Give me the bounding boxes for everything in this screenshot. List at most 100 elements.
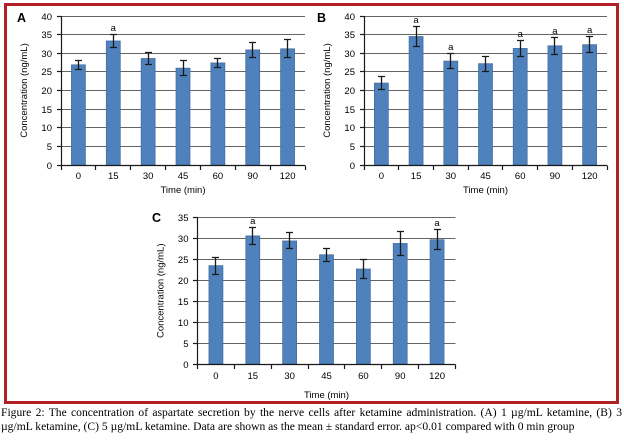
y-axis-title: Concentration (ng/mL) xyxy=(156,243,167,338)
error-bar xyxy=(110,33,117,49)
error-bar xyxy=(180,59,187,77)
y-tick-label: 5 xyxy=(47,142,52,153)
error-bar xyxy=(75,59,82,71)
y-tick-label: 20 xyxy=(41,86,52,97)
error-bar xyxy=(378,75,385,91)
bar-a-90 xyxy=(245,49,261,166)
x-tick-label: 60 xyxy=(213,171,224,182)
y-tick-label: 25 xyxy=(41,67,52,78)
panel-letter-c: C xyxy=(152,211,161,225)
chart-svg-b: 0 5 10 15 20 25 30 35 40 0 a 15 a 30 45 a 60 a 90 a 120 Conce… xyxy=(317,11,609,196)
x-tick-label: 45 xyxy=(178,171,189,182)
bar-a-45 xyxy=(175,67,191,166)
y-tick-label: 30 xyxy=(178,234,189,245)
x-tick-label: 15 xyxy=(247,371,258,382)
bar-a-60 xyxy=(210,62,226,166)
bar-c-30 xyxy=(282,240,297,365)
y-tick-label: 35 xyxy=(178,213,189,224)
error-bar xyxy=(517,39,524,58)
x-tick-label: 0 xyxy=(213,371,218,382)
error-bar xyxy=(413,25,420,48)
error-bar xyxy=(360,258,367,280)
significance-label: a xyxy=(587,25,593,36)
error-bar xyxy=(249,41,256,59)
significance-label: a xyxy=(250,216,256,227)
x-tick-label: 30 xyxy=(284,371,295,382)
bar-b-120 xyxy=(582,44,597,166)
x-axis-title: Time (min) xyxy=(304,390,349,401)
error-bar xyxy=(397,230,404,257)
x-axis-title: Time (min) xyxy=(463,185,508,196)
significance-label: a xyxy=(413,15,419,26)
bar-a-120 xyxy=(280,48,295,166)
error-bar xyxy=(586,35,593,54)
bar-b-0 xyxy=(374,82,389,166)
bar-c-45 xyxy=(319,254,334,365)
significance-label: a xyxy=(518,29,524,40)
y-tick-label: 0 xyxy=(350,161,355,172)
significance-label: a xyxy=(434,218,440,229)
x-tick-label: 60 xyxy=(358,371,369,382)
bar-chart-panel-c: 0 5 10 15 20 25 30 35 0 a 15 30 45 60 90 a 120 Concentrat… xyxy=(143,203,493,401)
x-tick-label: 30 xyxy=(445,171,456,182)
x-tick-label: 90 xyxy=(395,371,406,382)
error-bar xyxy=(447,52,454,70)
x-tick-label: 120 xyxy=(429,371,445,382)
error-bar xyxy=(551,36,558,56)
panel-letter-a: A xyxy=(17,11,26,25)
bar-chart-panel-b: 0 5 10 15 20 25 30 35 40 0 a 15 a 30 45 a 60 a 90 a 120 Conce… xyxy=(310,4,616,200)
bar-c-120 xyxy=(429,239,445,365)
y-tick-label: 5 xyxy=(183,339,188,350)
error-bar xyxy=(434,228,441,251)
y-tick-label: 20 xyxy=(178,276,189,287)
x-tick-label: 45 xyxy=(480,171,491,182)
bar-c-90 xyxy=(392,243,408,365)
x-axis-title: Time (min) xyxy=(160,185,205,196)
y-tick-label: 10 xyxy=(344,123,355,134)
bar-b-60 xyxy=(512,48,528,166)
y-tick-label: 10 xyxy=(41,123,52,134)
significance-label: a xyxy=(448,42,454,53)
y-tick-label: 15 xyxy=(41,105,52,116)
error-bar xyxy=(249,226,256,246)
y-tick-label: 25 xyxy=(344,67,355,78)
panel-letter-b: B xyxy=(317,11,326,25)
x-tick-label: 15 xyxy=(108,171,119,182)
error-bar xyxy=(323,247,330,263)
y-axis-title: Concentration (ng/mL) xyxy=(19,43,30,138)
y-tick-label: 0 xyxy=(183,360,188,371)
bar-a-0 xyxy=(71,64,86,166)
chart-svg-a: 0 5 10 15 20 25 30 35 40 0 a 15 30 45 60 90 120 Concentra… xyxy=(17,11,307,196)
y-tick-label: 30 xyxy=(41,49,52,60)
y-tick-label: 0 xyxy=(47,161,52,172)
y-tick-label: 20 xyxy=(344,86,355,97)
significance-label: a xyxy=(552,26,558,37)
error-bar xyxy=(212,256,219,276)
error-bar xyxy=(145,51,152,66)
error-bar xyxy=(286,231,293,250)
bar-c-60 xyxy=(356,268,371,365)
bar-a-30 xyxy=(140,58,156,166)
bar-b-90 xyxy=(547,45,563,166)
x-tick-label: 60 xyxy=(515,171,526,182)
x-tick-label: 120 xyxy=(582,171,598,182)
x-tick-label: 45 xyxy=(321,371,332,382)
error-bar xyxy=(284,38,291,59)
y-tick-label: 15 xyxy=(344,105,355,116)
y-tick-label: 35 xyxy=(344,30,355,41)
figure-caption: Figure 2: The concentration of aspartate… xyxy=(1,406,622,433)
bar-b-15 xyxy=(408,36,424,166)
y-tick-label: 5 xyxy=(350,142,355,153)
error-bar xyxy=(214,57,221,69)
y-tick-label: 25 xyxy=(178,255,189,266)
x-tick-label: 90 xyxy=(247,171,258,182)
bar-b-30 xyxy=(443,60,459,166)
x-tick-label: 90 xyxy=(550,171,561,182)
bar-b-45 xyxy=(478,63,493,166)
x-tick-label: 0 xyxy=(379,171,384,182)
y-tick-label: 30 xyxy=(344,49,355,60)
x-tick-label: 15 xyxy=(411,171,422,182)
y-tick-label: 40 xyxy=(41,12,52,23)
x-tick-label: 120 xyxy=(280,171,296,182)
